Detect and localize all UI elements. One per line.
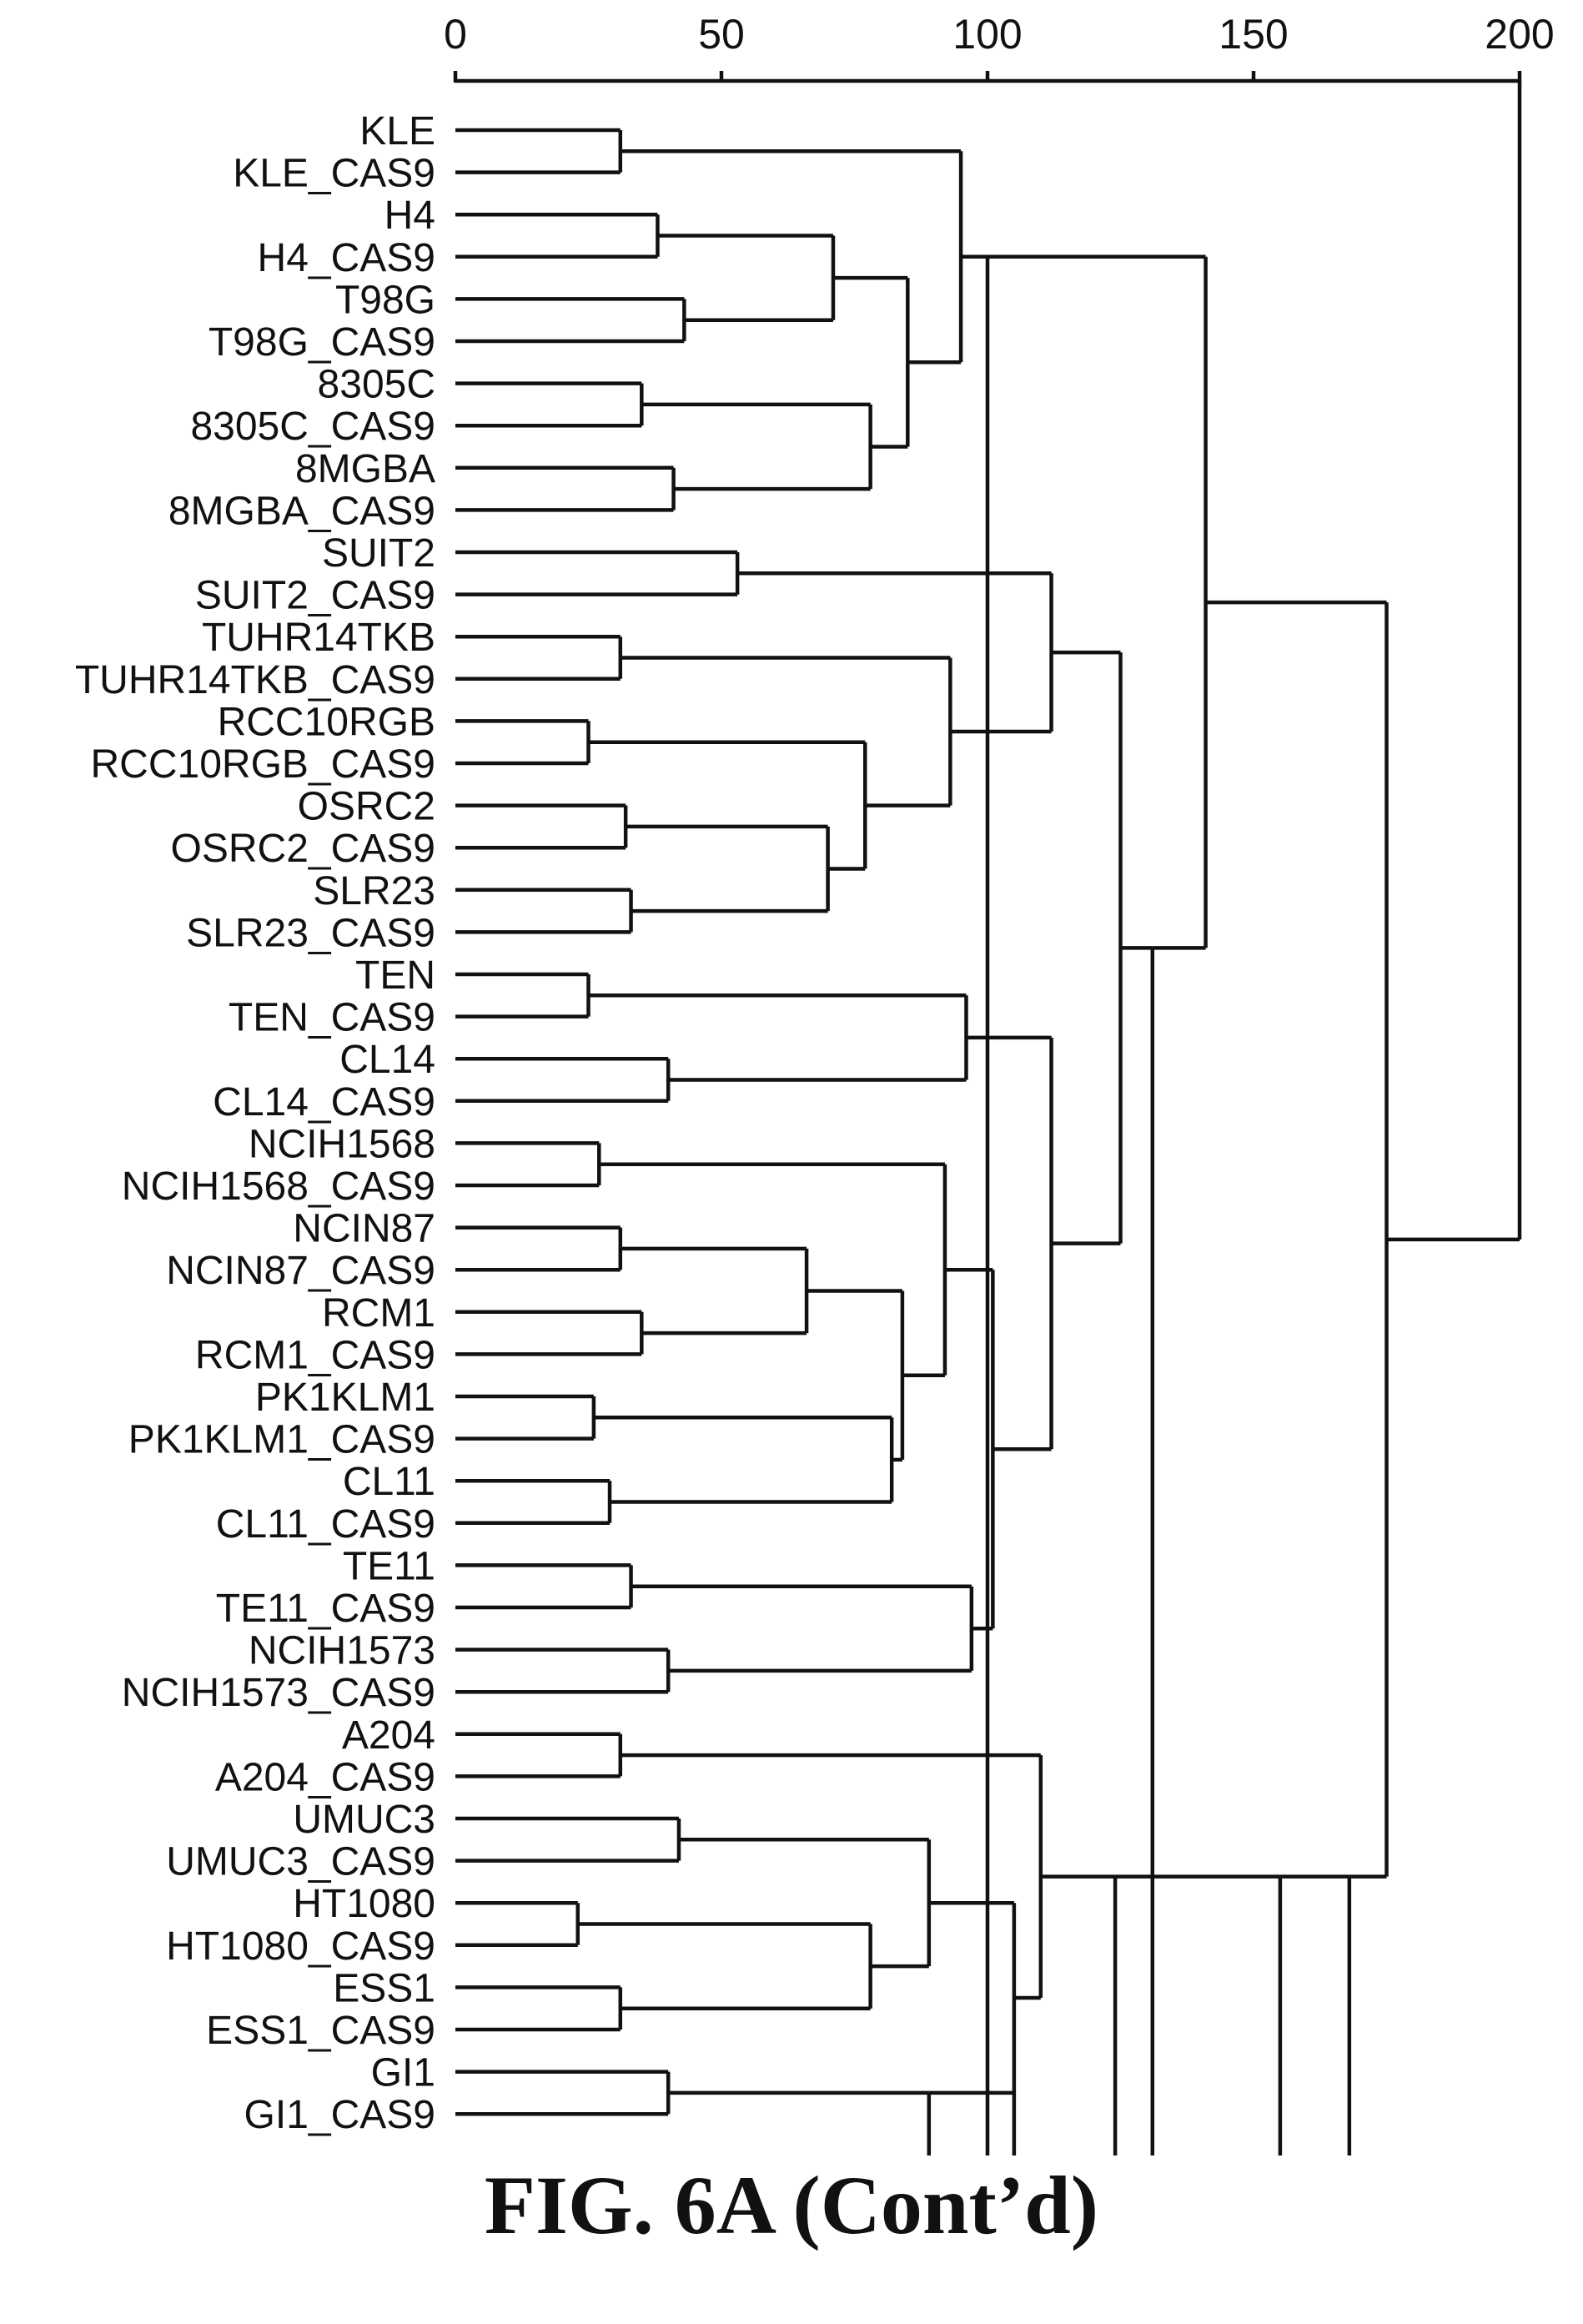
axis-tick-label: 150 [1219, 11, 1288, 58]
leaf-label: A204_CAS9 [215, 1755, 435, 1799]
leaf-label: HT1080 [293, 1882, 435, 1926]
leaf-label: T98G_CAS9 [209, 320, 435, 365]
top-axis: 0 50 100 150 200 [444, 11, 1555, 83]
leaf-label: H4_CAS9 [258, 236, 435, 280]
leaf-label: SUIT2 [322, 531, 435, 576]
leaf-label: CL11 [343, 1460, 435, 1504]
leaf-label: NCIN87 [293, 1207, 435, 1251]
leaf-label: TEN_CAS9 [229, 996, 435, 1040]
leaf-label: 8305C [318, 363, 435, 407]
leaf-label: CL14_CAS9 [213, 1080, 435, 1124]
leaf-label: RCC10RGB_CAS9 [91, 742, 435, 787]
leaf-label: TUHR14TKB [202, 616, 435, 660]
leaf-label: 8305C_CAS9 [190, 405, 435, 449]
axis-tick-label: 200 [1485, 11, 1554, 58]
leaf-label: ESS1 [333, 1966, 435, 2010]
leaf-label: RCM1_CAS9 [195, 1333, 435, 1377]
axis-tick-label: 50 [698, 11, 745, 58]
leaf-label: NCIH1573_CAS9 [122, 1671, 435, 1715]
leaf-label: CL11_CAS9 [216, 1502, 435, 1547]
leaf-label: CL14 [339, 1038, 435, 1082]
axis-tick-label: 0 [444, 11, 467, 58]
leaf-label: TE11 [343, 1544, 435, 1588]
leaf-label: HT1080_CAS9 [166, 1924, 435, 1969]
leaf-label: GI1 [371, 2051, 435, 2095]
figure-caption: FIG. 6A (Cont’d) [484, 2159, 1099, 2251]
leaf-label: KLE_CAS9 [233, 152, 435, 196]
leaf-label: A204 [342, 1713, 435, 1758]
leaf-label: 8MGBA [295, 447, 435, 491]
leaf-label: SUIT2_CAS9 [195, 574, 435, 618]
leaf-label: SLR23_CAS9 [186, 911, 435, 955]
leaf-label: NCIH1568_CAS9 [122, 1165, 435, 1209]
leaf-label: NCIN87_CAS9 [166, 1249, 435, 1293]
leaf-label: OSRC2 [298, 785, 435, 829]
leaf-label: PK1KLM1_CAS9 [128, 1418, 435, 1462]
leaf-label: GI1_CAS9 [244, 2093, 435, 2137]
leaf-label: 8MGBA_CAS9 [168, 489, 435, 533]
leaf-label: NCIH1568 [249, 1122, 435, 1166]
leaf-label: UMUC3 [293, 1798, 435, 1842]
leaf-label: PK1KLM1 [255, 1376, 435, 1420]
leaf-label: H4 [384, 194, 435, 238]
tree-branches [455, 81, 1522, 2155]
leaf-label: TEN [355, 953, 435, 998]
leaf-label: NCIH1573 [249, 1629, 435, 1673]
leaf-labels: KLEKLE_CAS9H4H4_CAS9T98GT98G_CAS98305C83… [75, 109, 435, 2137]
leaf-label: TUHR14TKB_CAS9 [75, 658, 435, 702]
leaf-label: OSRC2_CAS9 [171, 827, 435, 871]
leaf-label: KLE [359, 109, 435, 153]
leaf-label: T98G [335, 278, 435, 322]
leaf-label: RCM1 [322, 1291, 435, 1336]
axis-tick-label: 100 [952, 11, 1022, 58]
leaf-label: RCC10RGB [218, 700, 435, 744]
leaf-label: ESS1_CAS9 [206, 2009, 435, 2053]
leaf-label: UMUC3_CAS9 [166, 1840, 435, 1884]
leaf-label: TE11_CAS9 [216, 1587, 435, 1631]
leaf-label: SLR23 [313, 869, 435, 913]
